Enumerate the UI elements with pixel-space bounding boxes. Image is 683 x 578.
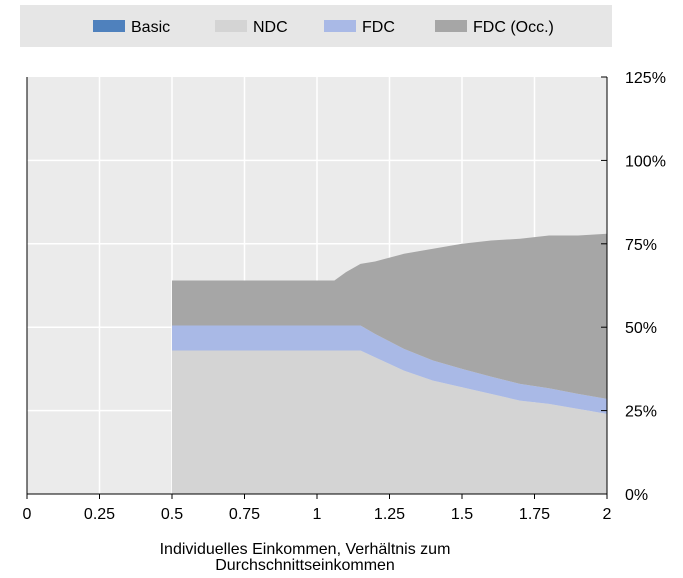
- y-tick-label: 75%: [625, 237, 657, 254]
- x-axis-title-line2: Durchschnittseinkommen: [215, 557, 395, 573]
- axes: [26, 76, 608, 499]
- legend-label: FDC (Occ.): [473, 19, 554, 36]
- plot-area: 0 0.25 0.5 0.75 1 1.25 1.5 1.75 2 0% 25% 50% 75% 100…: [23, 70, 666, 523]
- x-tick-label: 1: [313, 506, 322, 523]
- y-tick-labels: 0% 25% 50% 75% 100% 125%: [625, 70, 666, 504]
- y-tick-label: 125%: [625, 70, 666, 87]
- y-tick-label: 100%: [625, 153, 666, 170]
- legend-swatch: [435, 20, 467, 32]
- x-tick-label: 0.5: [161, 506, 183, 523]
- legend: Basic NDC FDC FDC (Occ.): [20, 5, 612, 47]
- legend-item: FDC: [324, 19, 395, 36]
- x-tick-label: 2: [603, 506, 612, 523]
- series-areas: [172, 233, 607, 494]
- legend-swatch: [324, 20, 356, 32]
- area-fdc: [172, 325, 607, 414]
- legend-item: FDC (Occ.): [435, 19, 554, 36]
- area-ndc: [172, 350, 607, 494]
- legend-label: FDC: [362, 19, 395, 36]
- legend-swatch: [215, 20, 247, 32]
- x-tick-label: 1.25: [374, 506, 405, 523]
- x-tick-labels: 0 0.25 0.5 0.75 1 1.25 1.5 1.75 2: [23, 506, 612, 523]
- x-tick-label: 0: [23, 506, 32, 523]
- area-fdc-occ: [172, 233, 607, 399]
- legend-swatch: [93, 20, 125, 32]
- y-tick-label: 50%: [625, 320, 657, 337]
- x-tick-label: 0.25: [84, 506, 115, 523]
- y-tick-label: 0%: [625, 487, 648, 504]
- x-tick-label: 1.75: [519, 506, 550, 523]
- legend-item: NDC: [215, 19, 288, 36]
- legend-item: Basic: [93, 19, 170, 36]
- x-tick-label: 0.75: [229, 506, 260, 523]
- legend-label: Basic: [131, 19, 170, 36]
- y-tick-label: 25%: [625, 404, 657, 421]
- x-tick-label: 1.5: [451, 506, 473, 523]
- legend-label: NDC: [253, 19, 288, 36]
- x-axis-title-line1: Individuelles Einkommen, Verhältnis zum: [160, 541, 451, 558]
